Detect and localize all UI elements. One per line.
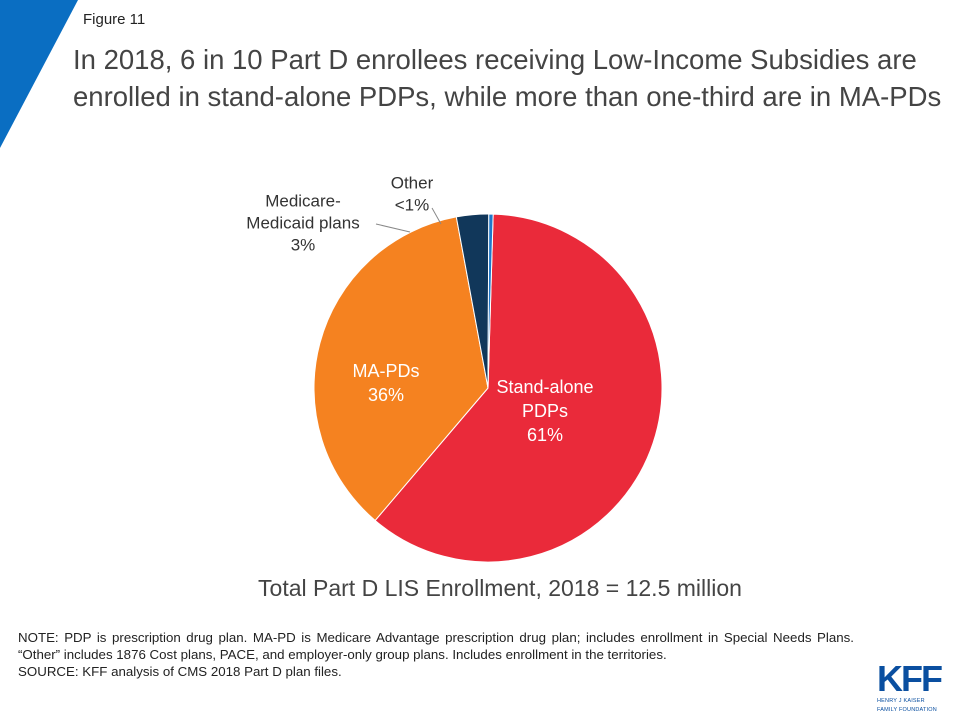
slice-label: MA-PDs: [353, 361, 420, 381]
kff-logo: KFF HENRY J KAISER FAMILY FOUNDATION: [877, 658, 943, 714]
pie-slice-ma-pds: [313, 216, 489, 522]
slice-label: 61%: [527, 425, 563, 445]
slice-label: Stand-alone: [496, 377, 593, 397]
note-text: NOTE: PDP is prescription drug plan. MA-…: [18, 630, 854, 662]
total-caption: Total Part D LIS Enrollment, 2018 = 12.5…: [258, 575, 742, 601]
source-text: SOURCE: KFF analysis of CMS 2018 Part D …: [18, 664, 342, 679]
slice-label: PDPs: [522, 401, 568, 421]
logo-mark: KFF: [877, 658, 943, 699]
leader-line: [375, 223, 411, 233]
pie-slice-stand-alone-pdps: [374, 213, 663, 563]
slice-label: 3%: [291, 235, 316, 254]
slice-label: Other: [391, 173, 434, 192]
logo-line-2: FAMILY FOUNDATION: [877, 707, 937, 713]
figure-label: Figure 11: [83, 11, 146, 28]
slice-label: Medicare-: [265, 191, 341, 210]
corner-triangle: [0, 0, 78, 148]
slice-label: <1%: [395, 195, 430, 214]
pie-chart: Stand-alone PDPs 61% MA-PDs 36% Medicare- Medi…: [246, 173, 663, 563]
logo-line-1: HENRY J KAISER: [877, 698, 925, 704]
slice-label: 36%: [368, 385, 404, 405]
leader-line: [431, 207, 442, 225]
footnote: NOTE: PDP is prescription drug plan. MA-…: [18, 629, 854, 680]
corner-accent: [0, 0, 78, 148]
slice-label: Medicaid plans: [246, 213, 359, 232]
chart-title: In 2018, 6 in 10 Part D enrollees receiv…: [73, 44, 942, 112]
pie-slice-other: [487, 213, 494, 389]
